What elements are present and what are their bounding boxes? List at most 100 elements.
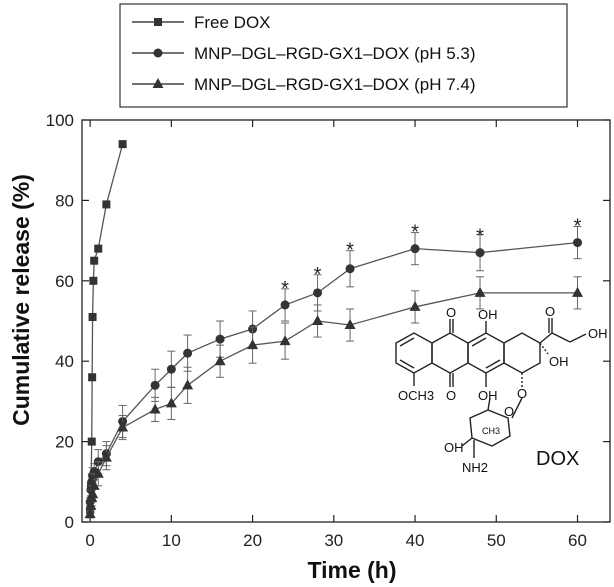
data-point [573,238,583,248]
data-point [345,264,355,274]
data-point [88,312,97,321]
legend-label: MNP–DGL–RGD-GX1–DOX (pH 7.4) [194,75,476,94]
legend-marker [154,18,162,26]
data-point [312,315,324,325]
data-point [410,244,420,254]
dox-atom-oh-bottom: OH [478,388,498,403]
dox-atom-o-side: O [545,304,555,319]
significance-star: * [314,264,322,286]
y-tick-label: 20 [55,433,74,452]
dox-atom-oh-ring: OH [549,354,569,369]
data-point [88,479,100,490]
data-point [183,348,193,358]
data-point [409,300,421,311]
significance-star: * [476,226,484,248]
x-tick-label: 40 [406,531,425,550]
dox-atom-oh-side: OH [588,326,608,341]
dox-ring-c-double [471,337,487,347]
data-point [280,300,290,310]
data-point [102,200,111,209]
data-point [92,467,104,478]
series-circle [85,226,583,507]
data-point [474,286,486,297]
legend-box [119,3,568,108]
dox-atom-ch3: CH3 [482,426,500,436]
significance-star: * [574,216,582,238]
data-point [279,335,291,346]
x-axis-title: Time (h) [307,557,396,583]
x-tick-label: 10 [162,531,181,550]
data-point [100,451,112,462]
dox-bond-glyco-2 [511,397,523,419]
y-tick-label: 60 [55,272,74,291]
x-tick-label: 50 [487,531,506,550]
data-point [89,276,98,285]
legend-marker [152,78,164,88]
data-point [85,499,97,510]
x-tick-label: 30 [324,531,343,550]
dox-atom-och3: OCH3 [398,388,434,403]
dox-structure-labels: O OH O OH OH OCH3 O OH O O OH CH3 NH2 DO… [398,304,608,475]
legend-item: MNP–DGL–RGD-GX1–DOX (pH 5.3) [132,44,476,63]
data-point [247,339,259,350]
legend-item: Free DOX [132,13,271,32]
dox-atom-o-bottom: O [446,388,456,403]
dox-ring-c-double-2 [485,359,501,369]
x-tick-label: 60 [568,531,587,550]
y-tick-label: 80 [55,191,74,210]
y-tick-label: 40 [55,352,74,371]
significance-star: * [411,222,419,244]
dox-bond-side-4 [569,333,587,343]
data-point [215,334,225,344]
dox-bond-side-3 [551,332,571,343]
dox-ring-a-double-2 [399,359,415,369]
plot-frame [81,119,611,523]
dox-ring-d [503,332,541,374]
dox-atom-o-glyco: O [517,386,527,401]
legend-label: Free DOX [194,13,271,32]
data-point [87,487,99,498]
data-point [475,248,485,258]
dox-atom-o-sugar: O [504,404,514,419]
dox-atom-oh-sugar: OH [444,440,464,455]
dox-atom-oh-top: OH [478,307,498,322]
dox-structure-inset [395,318,587,458]
dox-atom-o-top: O [446,305,456,320]
dox-inset-label: DOX [536,448,579,470]
dox-ring-a-double [399,337,415,347]
data-point [117,421,129,432]
y-tick-label: 100 [46,111,74,130]
series-layer [84,140,584,519]
x-tick-label: 0 [85,531,94,550]
data-point [90,256,99,265]
legend-marker [153,48,163,58]
data-point [572,286,584,297]
x-tick-label: 20 [243,531,262,550]
legend-label: MNP–DGL–RGD-GX1–DOX (pH 5.3) [194,44,476,63]
data-point [149,403,161,414]
dox-atom-nh2: NH2 [462,460,488,475]
annotation-layer: * * * * * * [281,216,581,300]
data-point [182,379,194,390]
data-point [94,244,103,253]
y-axis-title: Cumulative release (%) [8,174,34,426]
data-point [150,380,160,390]
data-point [313,288,323,298]
dox-bond-sugar-oh [461,437,473,447]
series-triangle [84,276,584,519]
legend-item: MNP–DGL–RGD-GX1–DOX (pH 7.4) [132,75,476,94]
legend: Free DOX MNP–DGL–RGD-GX1–DOX (pH 5.3) MNP–… [119,3,568,108]
significance-star: * [346,240,354,262]
data-point [166,364,176,374]
significance-star: * [281,278,289,300]
data-point [165,397,177,408]
dox-bond-ch3 [487,397,491,411]
dox-bond-side-1 [539,332,553,344]
y-tick-label: 0 [65,513,74,532]
data-point [118,140,127,149]
data-point [344,319,356,330]
data-point [87,437,96,446]
data-point [214,355,226,366]
data-point [88,373,97,382]
